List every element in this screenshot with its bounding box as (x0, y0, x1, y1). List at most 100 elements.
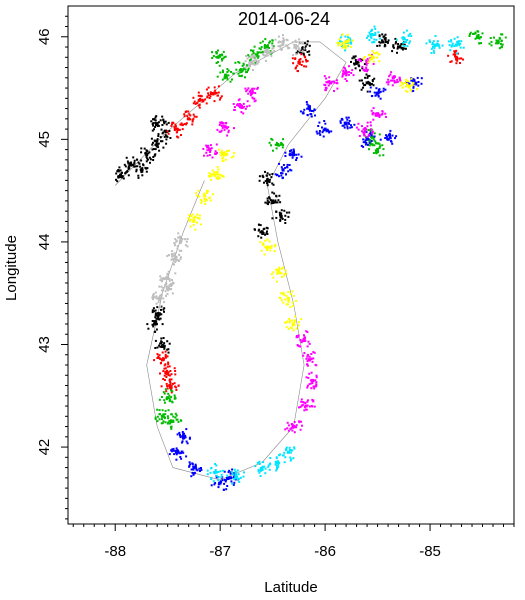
data-point (210, 147, 213, 150)
data-point (223, 478, 226, 481)
data-point (248, 61, 251, 64)
data-point (264, 170, 266, 173)
data-point (430, 52, 433, 54)
data-point (289, 427, 292, 430)
data-point (369, 33, 372, 36)
data-point (274, 245, 277, 248)
data-point (188, 113, 191, 116)
data-point (295, 335, 298, 337)
data-point (152, 148, 155, 150)
data-point (164, 134, 167, 137)
data-point (350, 126, 353, 129)
data-point (236, 104, 238, 107)
data-point (243, 105, 246, 108)
data-point (252, 59, 255, 62)
data-point (287, 299, 290, 302)
data-point (135, 170, 138, 173)
data-point (226, 78, 229, 81)
data-point (393, 79, 396, 82)
data-point (227, 69, 230, 72)
data-point (289, 326, 292, 329)
data-point (193, 471, 196, 474)
data-point (279, 44, 282, 47)
data-point (397, 43, 400, 45)
data-point (257, 223, 260, 226)
data-point (389, 129, 392, 132)
data-point (318, 132, 321, 135)
y-tick-label: 45 (36, 131, 53, 148)
data-point (310, 357, 313, 360)
data-point (251, 96, 254, 99)
data-point (290, 153, 293, 156)
data-point (305, 376, 308, 379)
data-point (207, 146, 210, 149)
data-point (288, 318, 291, 320)
data-point (165, 287, 168, 290)
data-point (373, 38, 376, 41)
data-point (165, 376, 168, 378)
data-point (379, 97, 382, 100)
data-point (152, 296, 155, 299)
data-point (167, 351, 170, 354)
data-point (333, 81, 336, 84)
data-point (374, 32, 377, 34)
data-point (166, 130, 169, 133)
data-point (262, 243, 265, 246)
data-point (255, 59, 258, 62)
data-point (456, 42, 459, 45)
data-point (327, 84, 330, 87)
series-4 (206, 25, 465, 485)
data-point (308, 44, 311, 47)
data-point (284, 222, 287, 224)
data-point (300, 341, 303, 344)
data-point (367, 133, 370, 136)
data-point (227, 471, 230, 474)
data-point (166, 387, 169, 390)
data-point (318, 130, 321, 132)
data-point (273, 50, 276, 52)
data-point (375, 152, 378, 155)
data-point (152, 118, 154, 121)
data-point (162, 413, 165, 416)
data-point (219, 55, 222, 58)
data-point (197, 104, 200, 107)
data-point (400, 81, 403, 84)
data-point (160, 313, 163, 316)
data-point (328, 131, 331, 134)
data-point (366, 125, 369, 128)
data-point (175, 414, 178, 417)
data-point (157, 318, 160, 321)
data-point (306, 386, 309, 389)
data-point (455, 44, 458, 46)
data-point (344, 78, 347, 80)
data-point (210, 484, 213, 487)
data-point (160, 342, 163, 345)
data-point (225, 125, 228, 128)
data-point (413, 79, 416, 82)
data-point (210, 477, 213, 480)
data-point (116, 180, 119, 183)
data-point (295, 66, 297, 69)
data-point (154, 309, 157, 312)
data-point (347, 43, 350, 46)
data-point (214, 153, 217, 155)
data-point (366, 76, 369, 79)
data-point (504, 36, 507, 39)
data-point (266, 238, 269, 241)
data-point (326, 81, 329, 84)
data-point (407, 80, 410, 83)
data-point (161, 278, 164, 281)
data-point (324, 89, 327, 92)
data-point (291, 41, 294, 44)
data-point (299, 339, 302, 342)
data-point (158, 149, 161, 152)
data-point (247, 54, 250, 57)
data-point (366, 36, 369, 39)
data-point (350, 72, 353, 74)
data-point (281, 292, 284, 295)
data-point (169, 426, 172, 429)
data-point (291, 301, 294, 304)
data-point (154, 148, 157, 151)
data-point (416, 76, 419, 79)
data-point (271, 217, 274, 220)
